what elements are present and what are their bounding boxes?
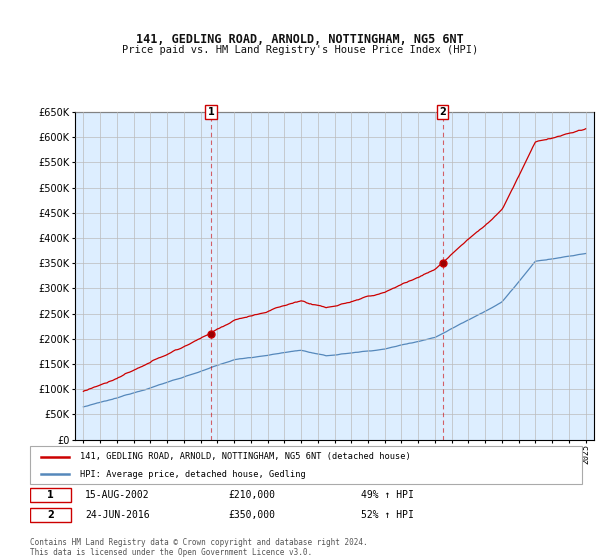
Text: £350,000: £350,000 [229, 510, 276, 520]
Text: Contains HM Land Registry data © Crown copyright and database right 2024.
This d: Contains HM Land Registry data © Crown c… [30, 538, 368, 557]
FancyBboxPatch shape [30, 446, 582, 484]
Text: 49% ↑ HPI: 49% ↑ HPI [361, 490, 414, 500]
FancyBboxPatch shape [30, 508, 71, 522]
Text: HPI: Average price, detached house, Gedling: HPI: Average price, detached house, Gedl… [80, 470, 305, 479]
Text: 15-AUG-2002: 15-AUG-2002 [85, 490, 150, 500]
Text: Price paid vs. HM Land Registry's House Price Index (HPI): Price paid vs. HM Land Registry's House … [122, 45, 478, 55]
Text: 1: 1 [208, 107, 214, 117]
Text: 141, GEDLING ROAD, ARNOLD, NOTTINGHAM, NG5 6NT (detached house): 141, GEDLING ROAD, ARNOLD, NOTTINGHAM, N… [80, 452, 410, 461]
Text: 24-JUN-2016: 24-JUN-2016 [85, 510, 150, 520]
Text: £210,000: £210,000 [229, 490, 276, 500]
FancyBboxPatch shape [30, 488, 71, 502]
Text: 52% ↑ HPI: 52% ↑ HPI [361, 510, 414, 520]
Text: 1: 1 [47, 490, 54, 500]
Text: 2: 2 [439, 107, 446, 117]
Text: 2: 2 [47, 510, 54, 520]
Text: 141, GEDLING ROAD, ARNOLD, NOTTINGHAM, NG5 6NT: 141, GEDLING ROAD, ARNOLD, NOTTINGHAM, N… [136, 32, 464, 46]
